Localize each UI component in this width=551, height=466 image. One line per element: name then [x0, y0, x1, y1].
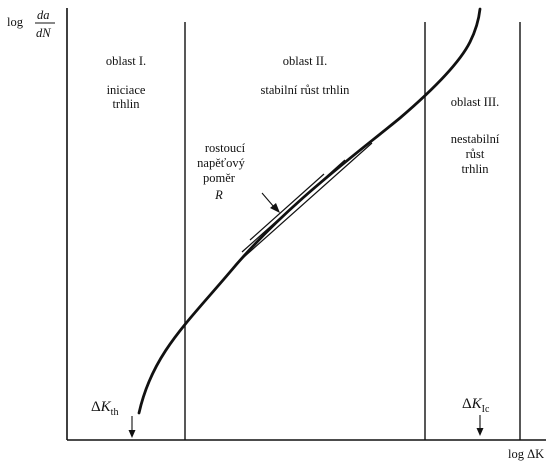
y-axis-frac-denominator: dN [36, 26, 51, 40]
region-2-line-1: stabilní růst trhlin [261, 83, 351, 97]
region-1-title: oblast I. [106, 54, 146, 68]
region-1-line-1: iniciace [107, 83, 146, 97]
ratio-line-2 [241, 159, 346, 253]
ratio-line-3 [249, 173, 325, 241]
threshold-th-k: K [100, 399, 112, 415]
region-3-line-2: růst [466, 147, 485, 161]
ratio-line-1 [234, 142, 373, 266]
ratio-arrow-shaft [261, 192, 275, 208]
ratio-note-symbol: R [214, 188, 223, 202]
region-3-title: oblast III. [451, 95, 500, 109]
crack-growth-curve [137, 7, 482, 415]
ratio-note-line-1: rostoucí [205, 141, 246, 155]
region-3-line-1: nestabilní [451, 132, 500, 146]
x-axis-label: log ΔK [508, 447, 544, 461]
region-3-line-3: trhlin [461, 162, 489, 176]
threshold-ic-delta: Δ [462, 396, 472, 412]
region-2-title: oblast II. [283, 54, 327, 68]
threshold-th-arrow-icon [128, 430, 136, 438]
region-1-line-2: trhlin [112, 97, 140, 111]
threshold-th-delta: Δ [91, 399, 101, 415]
threshold-ic-arrow-icon [476, 428, 484, 436]
threshold-th-sub: th [111, 407, 119, 418]
threshold-ic-label: ΔKIc [462, 396, 490, 415]
y-axis-log-label: log [7, 15, 24, 29]
threshold-th-label: ΔKth [91, 399, 118, 418]
ratio-note-line-3: poměr [203, 171, 236, 185]
ratio-note-line-2: napěťový [197, 156, 245, 170]
y-axis-frac-numerator: da [37, 8, 50, 22]
threshold-ic-sub: Ic [482, 404, 490, 415]
ratio-arrow-head-icon [270, 203, 280, 213]
threshold-ic-k: K [471, 396, 483, 412]
